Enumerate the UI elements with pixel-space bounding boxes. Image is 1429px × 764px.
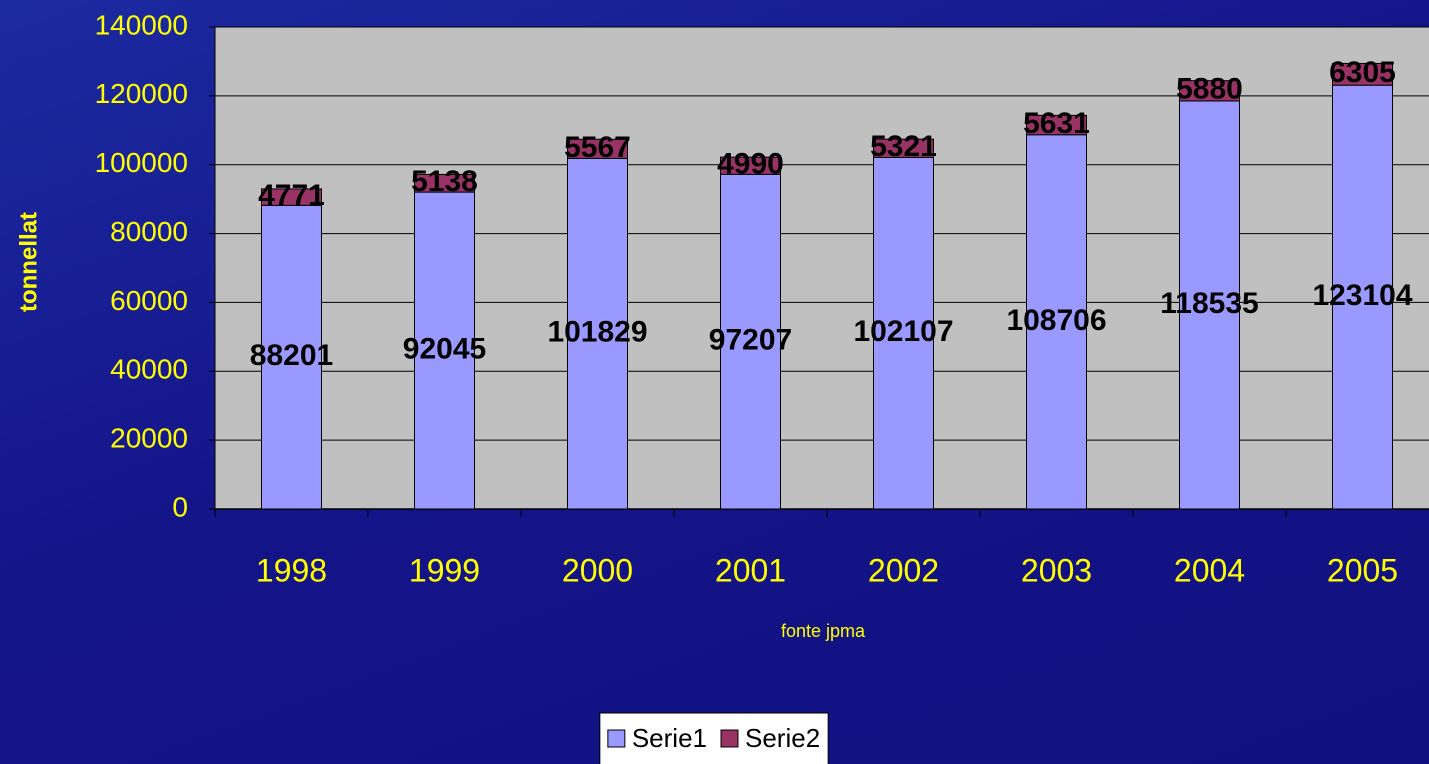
annotation: fonte jpma <box>781 621 866 641</box>
data-label: 101829 <box>547 316 647 349</box>
data-label: 123104 <box>1312 279 1412 312</box>
bar-segment <box>1332 62 1393 86</box>
bar-segment <box>414 191 475 510</box>
data-label: 6305 <box>1329 56 1396 89</box>
bar-segment <box>720 156 781 175</box>
data-label: 5631 <box>1023 107 1090 140</box>
x-tick-label: 2002 <box>868 552 939 588</box>
y-axis-label: tonnellat <box>15 212 42 312</box>
legend-swatch <box>607 729 626 748</box>
bar-segment <box>567 157 628 510</box>
x-tick-label: 1999 <box>409 552 480 588</box>
data-label: 108706 <box>1006 304 1106 337</box>
legend-label: Serie2 <box>745 723 820 753</box>
data-label: 92045 <box>403 332 486 365</box>
legend-box <box>599 712 829 764</box>
legend: Serie1 Serie2 <box>599 712 829 764</box>
legend-swatch <box>720 729 739 748</box>
bar-segment <box>873 156 934 510</box>
data-label: 5567 <box>564 131 631 164</box>
data-label: 102107 <box>853 315 953 348</box>
data-label: 5321 <box>870 130 937 163</box>
y-tick-label: 140000 <box>95 9 188 40</box>
data-label: 4990 <box>717 148 784 181</box>
data-label: 5880 <box>1176 73 1243 106</box>
y-tick-label: 100000 <box>95 147 188 178</box>
x-tick-label: 2000 <box>562 552 633 588</box>
x-tick-label: 1998 <box>256 552 327 588</box>
bar-segment <box>414 173 475 193</box>
bar-segment <box>1179 80 1240 102</box>
x-tick-label: 2005 <box>1327 552 1398 588</box>
y-tick-label: 60000 <box>110 285 188 316</box>
bar-segment <box>873 138 934 158</box>
data-label: 5138 <box>411 165 478 198</box>
legend-label: Serie1 <box>632 723 707 753</box>
x-tick-label: 2004 <box>1174 552 1245 588</box>
data-label: 97207 <box>709 324 792 357</box>
y-tick-label: 80000 <box>110 216 188 247</box>
data-label: 88201 <box>250 339 333 372</box>
data-label: 118535 <box>1160 287 1258 320</box>
bar-segment <box>567 138 628 159</box>
y-tick-label: 0 <box>172 491 188 522</box>
data-label: 4771 <box>258 179 325 212</box>
y-tick-label: 120000 <box>95 78 188 109</box>
x-tick-label: 2003 <box>1021 552 1092 588</box>
y-tick-label: 40000 <box>110 354 188 385</box>
bar-segment <box>1332 84 1393 510</box>
bar-segment <box>261 188 322 206</box>
bar-segment <box>1026 134 1087 510</box>
x-tick-label: 2001 <box>715 552 786 588</box>
bar-segment <box>720 173 781 510</box>
plot-area <box>214 26 1429 510</box>
y-tick-label: 20000 <box>110 423 188 454</box>
bar-segment <box>1026 114 1087 136</box>
bar-segment <box>1179 100 1240 510</box>
